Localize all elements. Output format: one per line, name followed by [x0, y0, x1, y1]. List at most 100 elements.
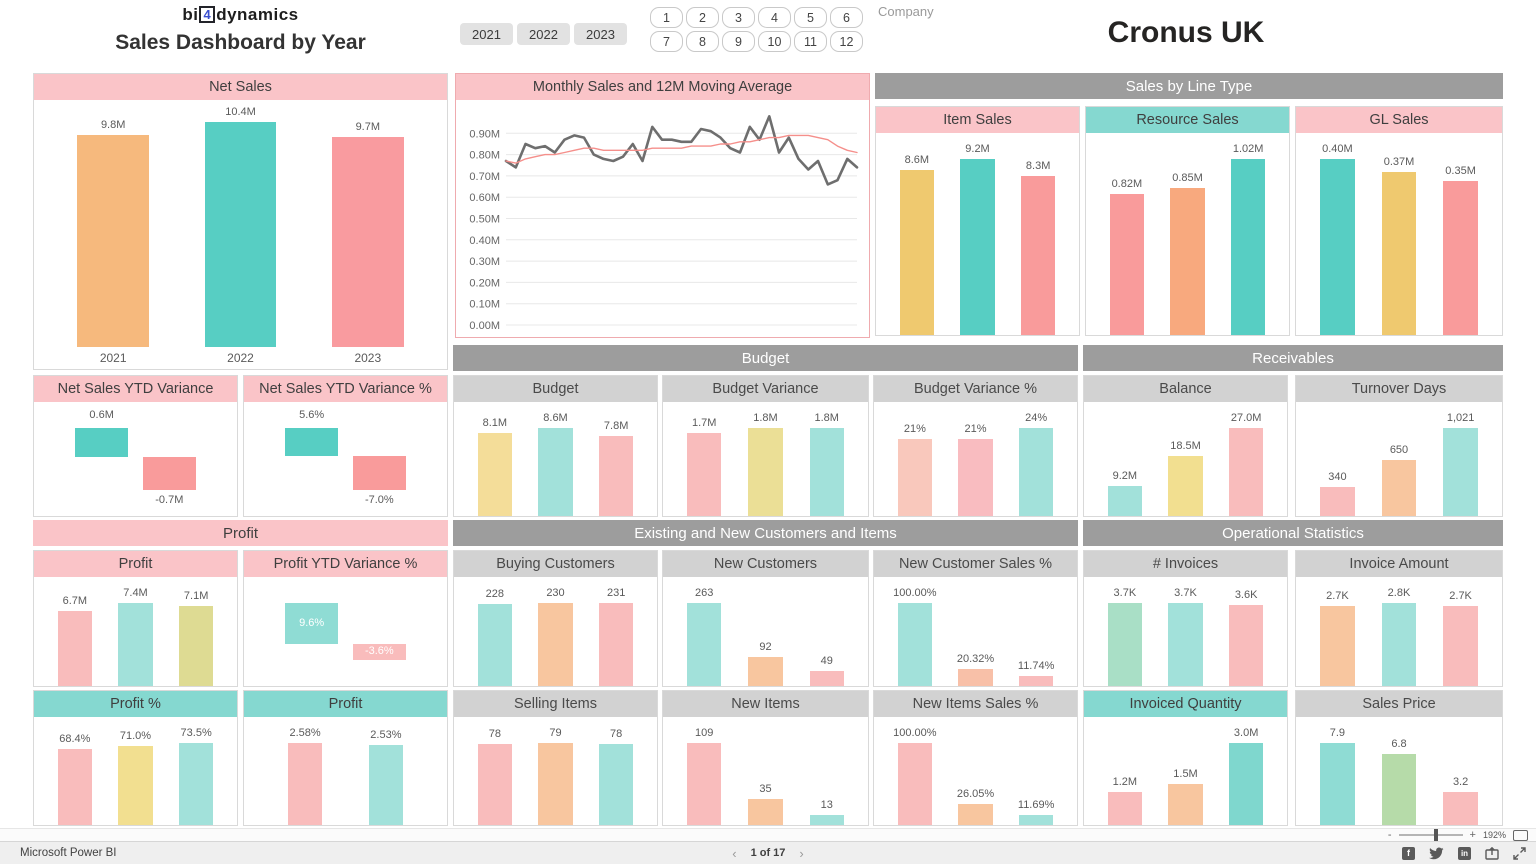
bar[interactable] — [1109, 193, 1144, 335]
facebook-icon[interactable]: f — [1402, 846, 1415, 860]
bar[interactable] — [1107, 792, 1142, 825]
invoices-chart[interactable]: 3.7K 3.7K 3.6K — [1084, 577, 1287, 686]
net-sales-ytd-variance-chart[interactable]: 0.6M -0.7M — [34, 402, 237, 516]
zoom-out-icon[interactable]: - — [1387, 829, 1392, 841]
buying-customers-chart[interactable]: 228 230 231 — [454, 577, 657, 686]
month-button[interactable]: 12 — [830, 31, 863, 52]
profit-pct-chart[interactable]: 68.4% 71.0% 73.5% — [34, 717, 237, 825]
budget-variance-chart[interactable]: 1.7M 1.8M 1.8M — [663, 402, 868, 516]
invoice-amount-chart[interactable]: 2.7K 2.8K 2.7K — [1296, 577, 1502, 686]
monthly-sales-line-chart[interactable]: 0.90M 0.80M 0.70M 0.60M 0.50M 0.40M 0.30M 0.20M… — [456, 100, 869, 337]
balance-chart[interactable]: 9.2M 18.5M 27.0M — [1084, 402, 1287, 516]
bar[interactable] — [809, 815, 844, 825]
bar[interactable] — [1320, 486, 1355, 516]
zoom-in-icon[interactable]: + — [1469, 829, 1476, 841]
bar[interactable] — [179, 743, 214, 825]
bar[interactable] — [1443, 791, 1478, 825]
fullscreen-icon[interactable] — [1513, 846, 1526, 860]
bar[interactable] — [809, 428, 844, 516]
share-icon[interactable] — [1485, 846, 1499, 860]
bar[interactable] — [1021, 176, 1056, 335]
fit-to-page-icon[interactable] — [1513, 829, 1528, 841]
year-button[interactable]: 2021 — [460, 23, 513, 45]
bar[interactable] — [1107, 603, 1142, 686]
new-customer-sales-pct-chart[interactable]: 100.00% 20.32% 11.74% — [874, 577, 1077, 686]
bar[interactable] — [1381, 459, 1417, 516]
bar[interactable] — [1381, 172, 1417, 335]
zoom-slider[interactable] — [1398, 829, 1463, 841]
bar[interactable] — [748, 428, 783, 516]
bar[interactable] — [1019, 676, 1054, 686]
selling-items-chart[interactable]: 78 79 78 — [454, 717, 657, 825]
net-sales-chart[interactable]: 9.8M 2021 10.4M 2022 9.7M 2023 — [34, 100, 447, 369]
bar[interactable] — [77, 135, 149, 347]
bar[interactable] — [179, 606, 214, 686]
bar[interactable] — [204, 122, 277, 347]
budget-chart[interactable]: 8.1M 8.6M 7.8M — [454, 402, 657, 516]
bar[interactable] — [958, 803, 993, 825]
bar[interactable] — [1168, 603, 1203, 686]
next-page-icon[interactable]: › — [799, 845, 804, 861]
turnover-days-chart[interactable]: 340 650 1,021 — [1296, 402, 1502, 516]
new-customers-chart[interactable]: 263 92 49 — [663, 577, 868, 686]
bar[interactable] — [57, 748, 92, 825]
bar[interactable] — [538, 603, 573, 686]
bar[interactable] — [1381, 754, 1417, 825]
year-button[interactable]: 2023 — [574, 23, 627, 45]
bar[interactable] — [1231, 159, 1266, 335]
twitter-icon[interactable] — [1429, 847, 1444, 860]
profit-bottom-chart[interactable]: 2.58% 2.53% — [244, 717, 447, 825]
bar[interactable] — [1019, 815, 1054, 825]
month-button[interactable]: 5 — [794, 7, 827, 28]
bar[interactable] — [687, 603, 722, 686]
bar[interactable] — [1168, 784, 1203, 825]
bar[interactable] — [1320, 743, 1355, 825]
bar[interactable] — [538, 743, 573, 825]
invoiced-quantity-chart[interactable]: 1.2M 1.5M 3.0M — [1084, 717, 1287, 825]
bar[interactable] — [1229, 743, 1264, 825]
bar[interactable] — [809, 670, 844, 686]
bar[interactable] — [118, 603, 153, 686]
bar[interactable] — [958, 439, 993, 516]
bar[interactable] — [1320, 606, 1355, 686]
bar[interactable] — [477, 744, 512, 825]
new-items-chart[interactable]: 109 35 13 — [663, 717, 868, 825]
bar[interactable] — [1168, 455, 1203, 516]
linkedin-icon[interactable]: in — [1458, 846, 1471, 860]
bar[interactable] — [1443, 428, 1478, 516]
bar[interactable] — [288, 743, 323, 825]
month-button[interactable]: 10 — [758, 31, 791, 52]
bar[interactable] — [599, 603, 634, 686]
month-button[interactable]: 3 — [722, 7, 755, 28]
bar[interactable] — [368, 744, 403, 825]
bar[interactable] — [477, 433, 512, 516]
bar[interactable] — [118, 745, 153, 825]
bar[interactable] — [897, 439, 932, 516]
bar[interactable] — [748, 798, 783, 825]
month-button[interactable]: 6 — [830, 7, 863, 28]
month-button[interactable]: 4 — [758, 7, 791, 28]
month-button[interactable]: 8 — [686, 31, 719, 52]
bar[interactable] — [1443, 606, 1478, 686]
bar[interactable] — [57, 610, 92, 686]
month-button[interactable]: 1 — [650, 7, 683, 28]
bar[interactable] — [142, 456, 196, 490]
bar[interactable] — [477, 604, 512, 686]
gl-sales-chart[interactable]: 0.40M 0.37M 0.35M — [1296, 133, 1502, 335]
bar[interactable] — [1107, 486, 1142, 516]
bar[interactable] — [1229, 605, 1264, 686]
bar[interactable] — [352, 644, 406, 660]
bar[interactable] — [958, 669, 993, 686]
bar[interactable] — [748, 656, 783, 686]
bar[interactable] — [75, 428, 129, 457]
bar[interactable] — [1229, 428, 1264, 516]
bar[interactable] — [1019, 428, 1054, 516]
budget-variance-pct-chart[interactable]: 21% 21% 24% — [874, 402, 1077, 516]
bar[interactable] — [599, 744, 634, 825]
year-button[interactable]: 2022 — [517, 23, 570, 45]
zoom-slider-handle[interactable] — [1433, 829, 1438, 841]
bar[interactable] — [1320, 159, 1355, 335]
month-button[interactable]: 9 — [722, 31, 755, 52]
prev-page-icon[interactable]: ‹ — [732, 845, 737, 861]
bar[interactable] — [1443, 181, 1478, 335]
